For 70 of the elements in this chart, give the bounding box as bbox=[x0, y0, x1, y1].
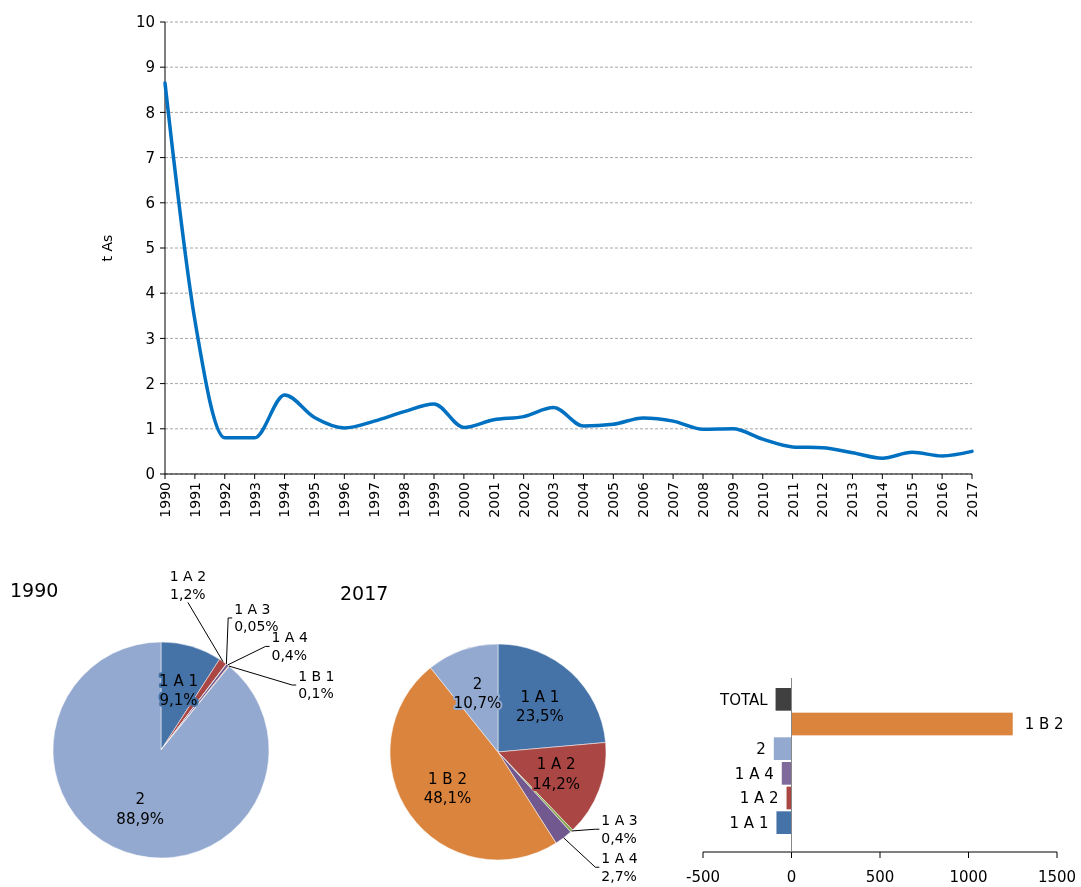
y-tick-label: 9 bbox=[145, 58, 155, 77]
slice-label: 1 A 2 bbox=[169, 568, 207, 585]
x-tick-label: 2009 bbox=[724, 482, 741, 518]
x-tick-label: 1998 bbox=[396, 482, 413, 518]
y-tick-label: TOTAL bbox=[718, 690, 769, 709]
x-tick-label: 1994 bbox=[276, 481, 293, 518]
slice-label: 1 A 1 bbox=[520, 687, 560, 706]
x-tick-label: 2010 bbox=[754, 482, 771, 518]
slice-label: 1 A 4 bbox=[601, 850, 638, 867]
x-tick-label: 2011 bbox=[784, 482, 801, 518]
x-tick-label: 1990 bbox=[156, 482, 173, 518]
slice-label: 1 A 3 bbox=[601, 812, 638, 829]
data-label: 0,4% bbox=[271, 646, 308, 663]
y-tick-label: 8 bbox=[145, 103, 155, 122]
data-label: 0,4% bbox=[601, 829, 637, 846]
data-label: 88,9% bbox=[116, 809, 165, 828]
x-tick-label: 2001 bbox=[485, 482, 502, 518]
slice-label: 1 B 2 bbox=[428, 769, 467, 788]
x-tick-label: 2007 bbox=[665, 482, 682, 518]
x-tick-label: 0 bbox=[786, 868, 797, 886]
y-tick-label: 3 bbox=[145, 329, 155, 348]
data-label: 48,1% bbox=[423, 789, 472, 808]
x-tick-label: 2017 bbox=[963, 482, 980, 518]
data-label: 2,7% bbox=[601, 867, 637, 884]
y-tick-label: 2 bbox=[145, 374, 155, 393]
x-tick-label: 2008 bbox=[694, 482, 711, 518]
y-tick-label: 1 A 2 bbox=[739, 789, 779, 808]
y-tick-label: 10 bbox=[135, 13, 155, 32]
x-tick-label: 1992 bbox=[216, 482, 233, 518]
data-label: 0,1% bbox=[298, 685, 334, 702]
x-tick-label: 2003 bbox=[545, 482, 562, 518]
x-tick-label: -500 bbox=[685, 868, 721, 886]
x-tick-label: 2016 bbox=[934, 481, 951, 518]
x-tick-label: 2015 bbox=[904, 482, 921, 518]
y-tick-label: 6 bbox=[145, 194, 155, 213]
x-tick-label: 2004 bbox=[575, 481, 592, 518]
slice-label: 1 B 1 bbox=[298, 667, 335, 684]
y-tick-label: 1 bbox=[145, 420, 155, 439]
y-tick-label: 2 bbox=[756, 739, 766, 758]
y-tick-label: 7 bbox=[145, 148, 155, 167]
x-tick-label: 2013 bbox=[844, 482, 861, 518]
chart-title: 2017 bbox=[340, 582, 389, 604]
y-tick-label: 1 A 1 bbox=[729, 813, 769, 832]
x-tick-label: 1000 bbox=[949, 868, 988, 886]
y-tick-label: 4 bbox=[145, 284, 155, 303]
x-tick-label: 2006 bbox=[635, 481, 652, 518]
slice-label: 2 bbox=[472, 674, 483, 693]
slice-label: 1 A 2 bbox=[536, 755, 576, 774]
x-tick-label: 1996 bbox=[336, 481, 353, 518]
slice-label: 1 A 3 bbox=[234, 600, 271, 617]
x-tick-label: 1500 bbox=[1037, 868, 1077, 886]
chart-title: 1990 bbox=[10, 579, 59, 601]
y-tick-label: 1 A 4 bbox=[734, 764, 774, 783]
x-tick-label: 500 bbox=[865, 868, 895, 886]
x-tick-label: 1997 bbox=[366, 482, 383, 518]
y-axis-title: t As bbox=[99, 234, 115, 262]
x-tick-label: 2000 bbox=[455, 482, 472, 518]
x-tick-label: 2002 bbox=[515, 482, 532, 518]
data-label: 1,2% bbox=[170, 585, 206, 602]
x-tick-label: 1999 bbox=[425, 482, 442, 518]
x-tick-label: 2005 bbox=[605, 482, 622, 518]
x-tick-label: 2014 bbox=[874, 481, 891, 518]
y-tick-label: 0 bbox=[145, 465, 155, 484]
x-tick-label: 1995 bbox=[306, 482, 323, 518]
x-tick-label: 2012 bbox=[814, 482, 831, 518]
data-label: 14,2% bbox=[532, 774, 580, 793]
x-tick-label: 1993 bbox=[246, 482, 263, 518]
y-tick-label: 5 bbox=[145, 239, 155, 258]
x-tick-label: 1991 bbox=[186, 482, 203, 518]
data-label: 23,5% bbox=[516, 707, 564, 726]
